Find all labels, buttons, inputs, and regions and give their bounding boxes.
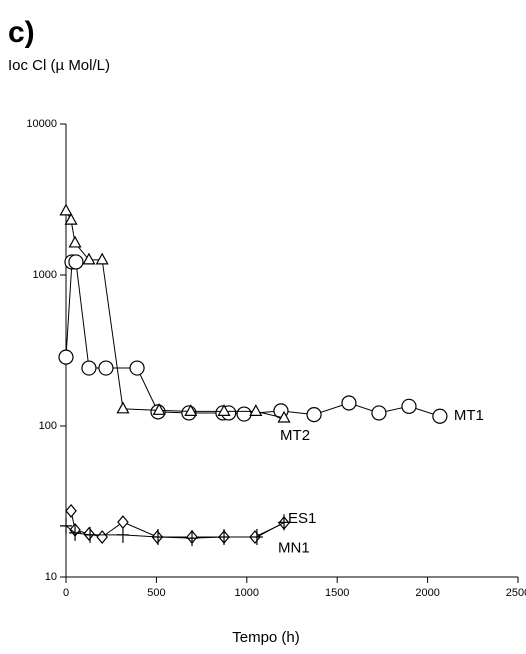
marker [59, 203, 73, 216]
y-tick-label: 100 [39, 420, 57, 432]
marker [96, 530, 108, 544]
marker [81, 360, 97, 376]
marker [236, 406, 252, 422]
marker [129, 360, 145, 376]
series-label: MT1 [454, 407, 484, 424]
x-tick-label: 1500 [325, 587, 349, 599]
marker [371, 405, 387, 421]
series-line [65, 261, 441, 417]
marker [184, 404, 198, 416]
y-tick-label: 1000 [33, 269, 57, 281]
marker [116, 526, 129, 543]
marker [278, 514, 291, 531]
y-axis-label: Ioc Cl (µ Mol/L) [8, 57, 110, 74]
marker [152, 403, 166, 415]
marker [186, 530, 199, 547]
marker [277, 410, 291, 423]
x-axis-label: Tempo (h) [232, 629, 300, 646]
marker [152, 529, 165, 546]
x-tick-label: 2000 [415, 587, 439, 599]
marker [98, 360, 114, 376]
series-label: MT2 [280, 427, 310, 444]
series-label: MN1 [278, 539, 310, 556]
x-tick-label: 1000 [235, 587, 259, 599]
marker [68, 235, 82, 248]
x-tick-label: 500 [147, 587, 165, 599]
marker [65, 503, 77, 518]
marker [69, 524, 82, 541]
marker [341, 395, 357, 411]
marker [218, 529, 231, 546]
marker [401, 398, 417, 414]
marker [58, 349, 74, 365]
series-line [65, 210, 285, 419]
marker [306, 406, 322, 423]
x-tick-label: 0 [63, 587, 69, 599]
marker [83, 526, 95, 541]
marker [116, 401, 130, 414]
marker [432, 408, 448, 424]
y-tick-label: 10000 [26, 118, 57, 130]
marker [117, 515, 129, 530]
marker [60, 517, 72, 534]
marker [250, 529, 263, 546]
marker [217, 404, 231, 416]
series-label: ES1 [288, 510, 316, 527]
marker [64, 212, 78, 225]
chart-title: c) [8, 16, 35, 49]
marker [249, 404, 263, 416]
marker [68, 254, 84, 270]
y-tick-label: 10 [45, 571, 57, 583]
x-tick-label: 2500 [506, 587, 526, 599]
marker [82, 252, 96, 265]
marker [84, 526, 97, 543]
marker [95, 252, 109, 265]
